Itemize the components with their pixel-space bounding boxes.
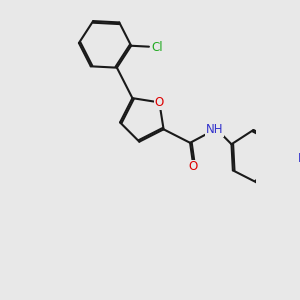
Text: O: O — [189, 160, 198, 173]
Text: NH: NH — [206, 123, 224, 136]
Text: H: H — [298, 152, 300, 165]
Text: O: O — [155, 96, 164, 109]
Text: Cl: Cl — [152, 40, 163, 54]
